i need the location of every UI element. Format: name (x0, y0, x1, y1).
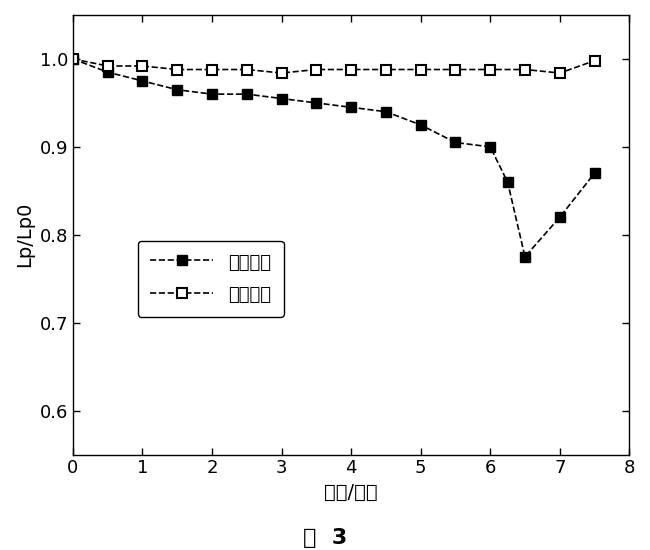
流向未变 (347, 104, 355, 111)
流向改变 (278, 70, 285, 76)
流向未变 (486, 144, 494, 150)
流向改变 (69, 56, 77, 62)
Line: 流向未变: 流向未变 (68, 54, 599, 262)
流向改变 (591, 57, 599, 64)
流向未变 (278, 95, 285, 102)
流向未变 (208, 91, 216, 97)
流向改变 (313, 66, 320, 73)
流向改变 (174, 66, 181, 73)
流向未变 (521, 254, 529, 260)
Y-axis label: Lp/Lp0: Lp/Lp0 (15, 202, 34, 267)
流向未变 (313, 100, 320, 106)
流向未变 (382, 108, 390, 115)
流向未变 (504, 179, 512, 185)
流向未变 (591, 170, 599, 177)
流向改变 (104, 63, 112, 69)
流向未变 (452, 139, 460, 146)
流向未变 (243, 91, 251, 97)
流向改变 (486, 66, 494, 73)
流向改变 (417, 66, 424, 73)
流向改变 (208, 66, 216, 73)
流向未变 (417, 122, 424, 128)
流向改变 (347, 66, 355, 73)
流向未变 (138, 78, 146, 84)
Text: 图  3: 图 3 (303, 529, 347, 548)
X-axis label: 时间/小时: 时间/小时 (324, 483, 378, 502)
流向未变 (174, 86, 181, 93)
流向改变 (452, 66, 460, 73)
Line: 流向改变: 流向改变 (68, 54, 599, 78)
流向未变 (69, 56, 77, 62)
流向未变 (104, 69, 112, 75)
流向改变 (556, 70, 564, 76)
流向未变 (556, 214, 564, 221)
流向改变 (382, 66, 390, 73)
Legend: 流向未变, 流向改变: 流向未变, 流向改变 (138, 241, 283, 317)
流向改变 (521, 66, 529, 73)
流向改变 (138, 63, 146, 69)
流向改变 (243, 66, 251, 73)
